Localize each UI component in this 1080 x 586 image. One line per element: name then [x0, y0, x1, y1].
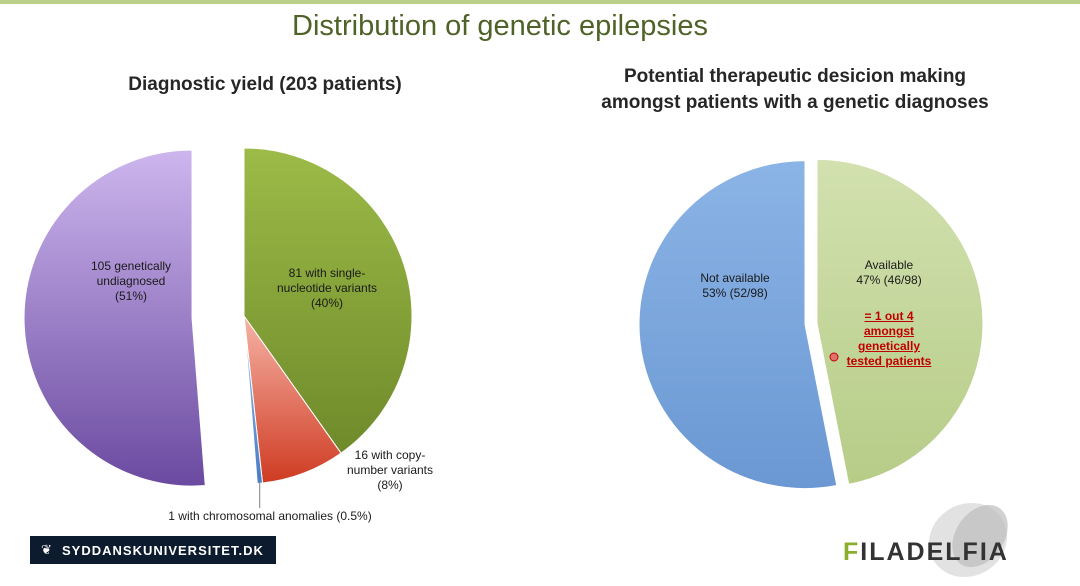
right-chart-title-line2: amongst patients with a genetic diagnose… [601, 92, 989, 113]
label-cnv: 16 with copy- number variants (8%) [335, 448, 445, 493]
label-snv-pct: (40%) [310, 296, 343, 310]
slice-single-nucleotide-variants [243, 147, 413, 454]
right-chart-title-line1: Potential therapeutic desicion making [623, 66, 967, 87]
right-pie [638, 158, 984, 490]
slice-genetically-undiagnosed [23, 149, 206, 487]
label-snv-line1: 81 with single- [288, 266, 366, 280]
label-available-pct: 47% (46/98) [856, 273, 922, 287]
label-chromosomal: 1 with chromosomal anomalies (0.5%) [168, 509, 372, 523]
label-cnv-line1: 16 with copy- [354, 448, 426, 462]
label-cnv-pct: (8%) [377, 478, 403, 492]
label-cnv-line2: number variants [346, 463, 434, 477]
label-undiagnosed-line1: 105 genetically [90, 259, 172, 273]
sdu-logo-text: SYDDANSKUNIVERSITET.DK [62, 542, 264, 558]
filadelfia-logo-text: FILADELFIA [843, 538, 1009, 567]
label-undiagnosed-pct: (51%) [114, 289, 147, 303]
label-undiagnosed: 105 genetically undiagnosed (51%) [76, 259, 186, 304]
sdu-logo-icon: ❦ [41, 542, 53, 557]
label-snv: 81 with single- nucleotide variants (40%… [262, 266, 392, 311]
note-line2: amongst [863, 324, 914, 338]
filadelfia-logo-first-letter: F [843, 538, 861, 566]
label-undiagnosed-line2: undiagnosed [96, 274, 166, 288]
filadelfia-logo-rest: ILADELFIA [860, 538, 1009, 566]
top-rule [0, 0, 1080, 4]
label-not-available: Not available 53% (52/98) [680, 271, 790, 301]
slice-available [816, 158, 984, 485]
note-line1: = 1 out 4 [864, 309, 914, 323]
left-pie [23, 147, 413, 487]
filadelfia-logo-icon [928, 502, 1008, 578]
cursor-marker-icon [829, 352, 839, 362]
slide-title: Distribution of genetic epilepsies [292, 10, 708, 42]
label-not-available-name: Not available [700, 271, 770, 285]
note-line3: genetically [857, 339, 921, 353]
label-available-name: Available [864, 258, 914, 272]
label-snv-line2: nucleotide variants [276, 281, 378, 295]
left-chart-title: Diagnostic yield (203 patients) [128, 74, 402, 95]
sdu-logo: ❦ SYDDANSKUNIVERSITET.DK [30, 536, 276, 564]
label-not-available-pct: 53% (52/98) [702, 286, 768, 300]
label-available: Available 47% (46/98) [836, 258, 942, 288]
note-line4: tested patients [846, 354, 932, 368]
right-chart-title: Potential therapeutic desicion making am… [560, 64, 1030, 116]
slice-not-available [638, 160, 838, 490]
available-note: = 1 out 4 amongst genetically tested pat… [836, 309, 942, 369]
